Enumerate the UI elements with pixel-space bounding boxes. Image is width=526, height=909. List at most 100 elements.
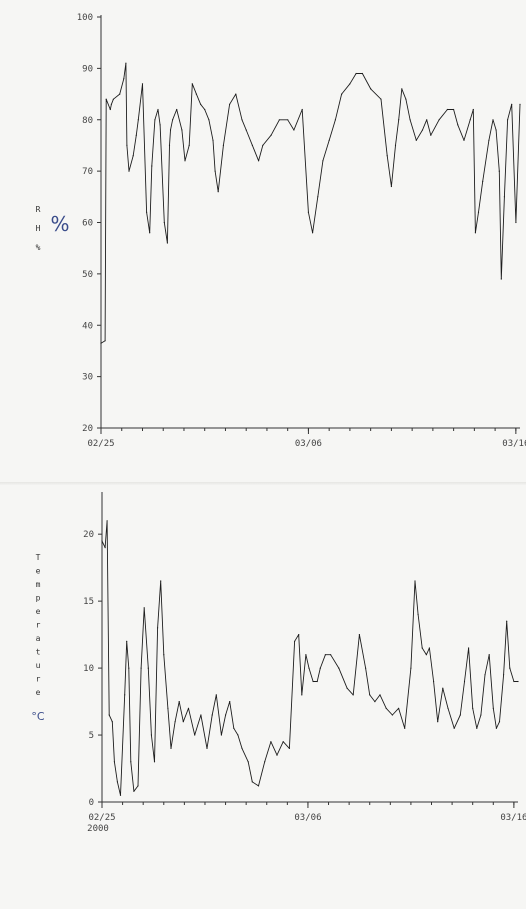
rh-data-point: [151, 165, 153, 167]
rh-data-point: [141, 83, 144, 85]
temperature-data-point: [160, 580, 162, 582]
rh-data-point: [154, 119, 156, 121]
rh-data-point: [146, 211, 148, 213]
rh-data-point: [515, 221, 517, 224]
rh-unit-label: %: [50, 212, 69, 236]
temperature-ylabel-letter: r: [36, 621, 41, 630]
temperature-data-point: [294, 640, 296, 642]
temperature-x-tick-label: 02/25: [88, 813, 115, 823]
temperature-data-point: [312, 680, 314, 683]
temperature-data-point: [346, 687, 348, 689]
temperature-data-point: [104, 547, 106, 549]
rh-data-point: [500, 278, 502, 280]
rh-data-point: [430, 134, 432, 136]
temperature-data-point: [178, 701, 180, 703]
temperature-data-point: [495, 727, 497, 729]
temperature-data-point: [106, 520, 108, 522]
temperature-data-point: [133, 790, 135, 792]
temperature-data-point: [517, 680, 519, 683]
rh-data-point: [463, 139, 465, 141]
rh-data-point: [322, 160, 324, 162]
rh-data-point: [195, 93, 197, 95]
rh-data-point: [370, 88, 372, 90]
temperature-ylabel-letter: r: [36, 675, 41, 684]
rh-data-point: [128, 170, 130, 172]
temperature-y-tick-label: 20: [83, 530, 94, 540]
rh-y-tick-label: 50: [82, 270, 93, 280]
rh-data-point: [212, 139, 214, 141]
rh-data-point: [341, 93, 343, 95]
temperature-data-point: [194, 734, 196, 736]
rh-data-point: [415, 139, 417, 141]
rh-data-point: [176, 108, 178, 111]
temperature-x-tick-sublabel: 2000: [87, 824, 109, 834]
rh-data-point: [172, 119, 174, 121]
temperature-data-point: [119, 794, 122, 796]
rh-data-point: [317, 196, 319, 198]
temperature-data-point: [116, 781, 118, 783]
rh-data-point: [495, 129, 497, 131]
rh-data-point: [380, 98, 382, 100]
rh-data-point: [287, 119, 289, 121]
temperature-data-point: [140, 667, 142, 669]
rh-data-point: [472, 108, 474, 111]
rh-data-point: [126, 144, 128, 146]
temperature-data-point: [137, 785, 139, 787]
temperature-ylabel-letter: a: [36, 634, 41, 643]
rh-data-point: [229, 103, 231, 105]
rh-data-point: [184, 160, 186, 162]
temperature-data-point: [503, 674, 505, 676]
temperature-data-point: [143, 607, 145, 609]
temperature-data-point: [282, 741, 284, 743]
rh-data-point: [245, 129, 247, 131]
temperature-data-point: [484, 674, 486, 676]
rh-data-point: [208, 119, 210, 121]
temperature-data-point: [298, 634, 300, 636]
rh-data-point: [181, 129, 183, 131]
temperature-series-line: [101, 520, 518, 796]
temperature-data-point: [270, 741, 272, 743]
temperature-data-point: [305, 654, 307, 656]
rh-data-point: [119, 93, 121, 95]
temperature-data-point: [398, 707, 400, 709]
temperature-data-point: [379, 694, 381, 696]
rh-data-point: [301, 108, 303, 111]
temperature-ylabel-letter: T: [36, 553, 41, 562]
temperature-data-point: [358, 634, 360, 636]
rh-data-point: [109, 108, 111, 111]
temperature-data-point: [374, 701, 376, 703]
rh-data-point: [135, 134, 137, 136]
temperature-data-point: [425, 654, 427, 656]
temperature-data-point: [220, 734, 222, 736]
rh-data-point: [334, 119, 336, 121]
rh-data-point: [163, 221, 165, 224]
temperature-data-point: [319, 667, 321, 669]
rh-data-point: [474, 232, 476, 234]
temperature-data-point: [264, 761, 266, 763]
temperature-y-tick-label: 10: [83, 664, 94, 674]
temperature-data-point: [113, 761, 115, 763]
temperature-data-point: [301, 694, 303, 696]
temperature-data-point: [126, 640, 128, 642]
rh-data-point: [312, 232, 314, 234]
temperature-data-point: [229, 701, 231, 703]
rh-data-point: [426, 119, 428, 121]
rh-y-tick-label: 40: [82, 321, 93, 331]
temperature-data-point: [128, 667, 130, 669]
rh-x-tick-label: 03/16: [502, 439, 526, 449]
rh-data-point: [200, 103, 202, 105]
rh-data-point: [217, 191, 219, 193]
rh-data-point: [137, 119, 139, 121]
temperature-data-point: [130, 761, 132, 763]
rh-data-point: [159, 124, 161, 126]
temperature-data-point: [251, 781, 253, 783]
temperature-data-point: [101, 540, 103, 542]
rh-data-point: [251, 144, 253, 146]
rh-data-point: [110, 103, 112, 105]
rh-data-point: [519, 103, 521, 105]
temperature-data-point: [330, 654, 332, 656]
temperature-data-point: [308, 667, 310, 669]
rh-data-point: [262, 144, 264, 146]
